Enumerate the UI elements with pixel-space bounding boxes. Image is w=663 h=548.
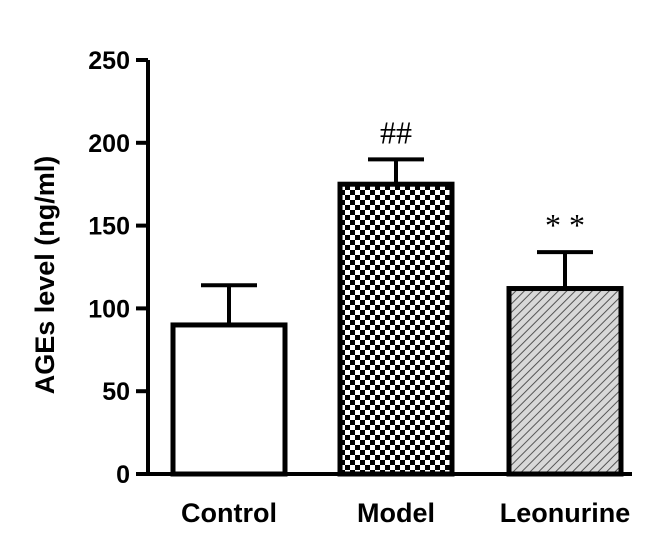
error-bars [201, 157, 593, 325]
bar-model [337, 181, 455, 477]
y-tick-label: 0 [116, 461, 130, 489]
bar-control [170, 322, 288, 477]
y-axis-label: AGEs level (ng/ml) [30, 156, 60, 395]
bar-leonurine [506, 286, 624, 477]
y-tick-label: 50 [102, 378, 130, 406]
y-tick-label: 250 [88, 47, 130, 75]
x-tick-label-model: Model [357, 498, 435, 528]
x-tick-label-control: Control [181, 498, 277, 528]
significance-annotations: ## * * [380, 114, 585, 243]
y-tick-label: 100 [88, 295, 130, 323]
significance-label: * * [545, 207, 585, 243]
x-tick-label-leonurine: Leonurine [500, 498, 631, 528]
bars [170, 181, 624, 477]
significance-label: ## [380, 114, 412, 150]
x-axis: Control Model Leonurine [146, 472, 632, 528]
y-tick-label: 200 [88, 130, 130, 158]
y-axis: 0 50 100 150 200 250 [88, 47, 150, 489]
y-tick-label: 150 [88, 213, 130, 241]
